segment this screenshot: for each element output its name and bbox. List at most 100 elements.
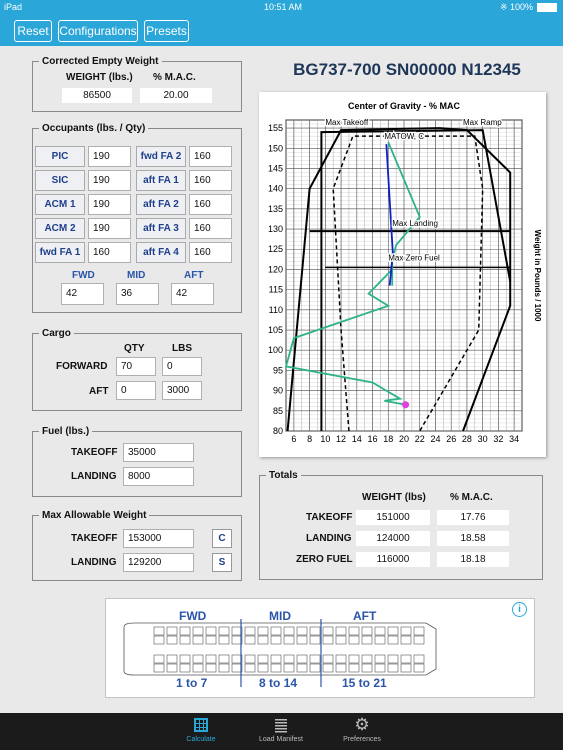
y-tick-label: 80 xyxy=(273,426,283,436)
tab-preferences[interactable]: ⚙ Preferences xyxy=(317,716,407,743)
seat xyxy=(283,635,295,645)
occupant-left-input[interactable]: 160 xyxy=(88,242,131,263)
x-tick-label: 32 xyxy=(493,434,503,444)
fwd-zone-input[interactable]: 42 xyxy=(61,283,104,305)
cargo-aft-label: AFT xyxy=(89,386,109,397)
tab-calculate[interactable]: Calculate xyxy=(156,717,246,743)
seat xyxy=(400,635,412,645)
seat xyxy=(179,626,191,636)
seat xyxy=(400,663,412,673)
totals-row-label: TAKEOFF xyxy=(306,512,353,523)
seat xyxy=(296,663,308,673)
totals-row-label: LANDING xyxy=(306,533,352,544)
aft-zone-input[interactable]: 42 xyxy=(171,283,214,305)
occupant-left-input[interactable]: 190 xyxy=(88,146,131,167)
occupant-left-input[interactable]: 190 xyxy=(88,218,131,239)
seat xyxy=(270,635,282,645)
occupant-left-button[interactable]: fwd FA 1 xyxy=(35,242,85,263)
seat xyxy=(374,635,386,645)
empty-mac-value[interactable]: 20.00 xyxy=(140,88,212,103)
mid-zone-input[interactable]: 36 xyxy=(116,283,159,305)
y-tick-label: 110 xyxy=(269,305,283,315)
totals-title: Totals xyxy=(269,470,298,481)
seat-zone-fwd-label: FWD xyxy=(179,609,207,623)
occupant-left-button[interactable]: PIC xyxy=(35,146,85,167)
empty-weight-panel: Corrected Empty Weight xyxy=(32,56,242,112)
seat xyxy=(322,626,334,636)
max-takeoff-input[interactable]: 153000 xyxy=(123,529,194,548)
occupant-right-button[interactable]: aft FA 4 xyxy=(136,242,186,263)
occupant-left-button[interactable]: ACM 2 xyxy=(35,218,85,239)
y-tick-label: 125 xyxy=(268,244,283,254)
fuel-landing-label: LANDING xyxy=(71,471,117,482)
reset-button[interactable]: Reset xyxy=(14,20,52,42)
seat xyxy=(166,626,178,636)
empty-weight-value[interactable]: 86500 xyxy=(62,88,132,103)
seat xyxy=(218,635,230,645)
seat xyxy=(361,654,373,664)
seat xyxy=(218,663,230,673)
occupant-right-button[interactable]: aft FA 3 xyxy=(136,218,186,239)
occupant-right-button[interactable]: aft FA 1 xyxy=(136,170,186,191)
seat xyxy=(283,626,295,636)
max-landing-input[interactable]: 129200 xyxy=(123,553,194,572)
seat xyxy=(179,654,191,664)
seat xyxy=(153,663,165,673)
tab-bar: Calculate Load Manifest ⚙ Preferences xyxy=(0,713,563,750)
chart-annotation: MATOW, C xyxy=(384,132,424,141)
occupant-right-button[interactable]: aft FA 2 xyxy=(136,194,186,215)
occupant-right-input[interactable]: 160 xyxy=(189,194,232,215)
s-button[interactable]: S xyxy=(212,553,232,572)
occupant-right-button[interactable]: fwd FA 2 xyxy=(136,146,186,167)
y-tick-label: 135 xyxy=(268,204,283,214)
seat xyxy=(413,654,425,664)
occupant-left-input[interactable]: 190 xyxy=(88,194,131,215)
occupant-right-input[interactable]: 160 xyxy=(189,170,232,191)
y-tick-label: 140 xyxy=(268,184,283,194)
seat xyxy=(257,663,269,673)
cargo-forward-lbs-input[interactable]: 0 xyxy=(162,357,202,376)
info-icon[interactable]: i xyxy=(512,602,527,617)
tab-load-manifest[interactable]: Load Manifest xyxy=(236,717,326,743)
cargo-aft-lbs-input[interactable]: 3000 xyxy=(162,381,202,400)
chart-annotation: Max Takeoff xyxy=(325,118,369,127)
tab-calculate-label: Calculate xyxy=(186,736,216,743)
y-tick-label: 115 xyxy=(269,285,283,295)
seat xyxy=(322,663,334,673)
fuel-takeoff-input[interactable]: 35000 xyxy=(123,443,194,462)
totals-row-label: ZERO FUEL xyxy=(296,554,353,565)
seat xyxy=(387,626,399,636)
totals-row-weight: 124000 xyxy=(356,531,430,546)
x-tick-label: 12 xyxy=(336,434,346,444)
occupant-left-button[interactable]: ACM 1 xyxy=(35,194,85,215)
seat xyxy=(244,635,256,645)
seat-zone-mid-rows: 8 to 14 xyxy=(259,676,298,690)
fuel-landing-input[interactable]: 8000 xyxy=(123,467,194,486)
y-tick-label: 150 xyxy=(268,143,283,153)
cargo-aft-qty-input[interactable]: 0 xyxy=(116,381,156,400)
y-tick-label: 145 xyxy=(268,163,283,173)
cargo-forward-qty-input[interactable]: 70 xyxy=(116,357,156,376)
occupant-right-input[interactable]: 160 xyxy=(189,242,232,263)
series-line xyxy=(332,135,484,432)
totals-mac-header: % M.A.C. xyxy=(450,492,493,503)
seat xyxy=(400,626,412,636)
totals-row-mac: 18.58 xyxy=(437,531,509,546)
x-tick-label: 28 xyxy=(462,434,472,444)
cargo-forward-label: FORWARD xyxy=(56,361,108,372)
c-button[interactable]: C xyxy=(212,529,232,548)
seat-zone-aft-label: AFT xyxy=(353,609,377,623)
presets-button[interactable]: Presets xyxy=(144,20,189,42)
occupant-right-input[interactable]: 160 xyxy=(189,218,232,239)
totals-row-weight: 151000 xyxy=(356,510,430,525)
occupant-left-input[interactable]: 190 xyxy=(88,170,131,191)
y-tick-label: 95 xyxy=(273,365,283,375)
cargo-panel: Cargo xyxy=(32,328,242,411)
occupant-right-input[interactable]: 160 xyxy=(189,146,232,167)
occupants-title: Occupants (lbs. / Qty) xyxy=(42,123,146,134)
seat xyxy=(322,654,334,664)
seat-zone-aft-rows: 15 to 21 xyxy=(342,676,387,690)
occupant-left-button[interactable]: SIC xyxy=(35,170,85,191)
series-line xyxy=(286,127,512,432)
configurations-button[interactable]: Configurations xyxy=(58,20,138,42)
